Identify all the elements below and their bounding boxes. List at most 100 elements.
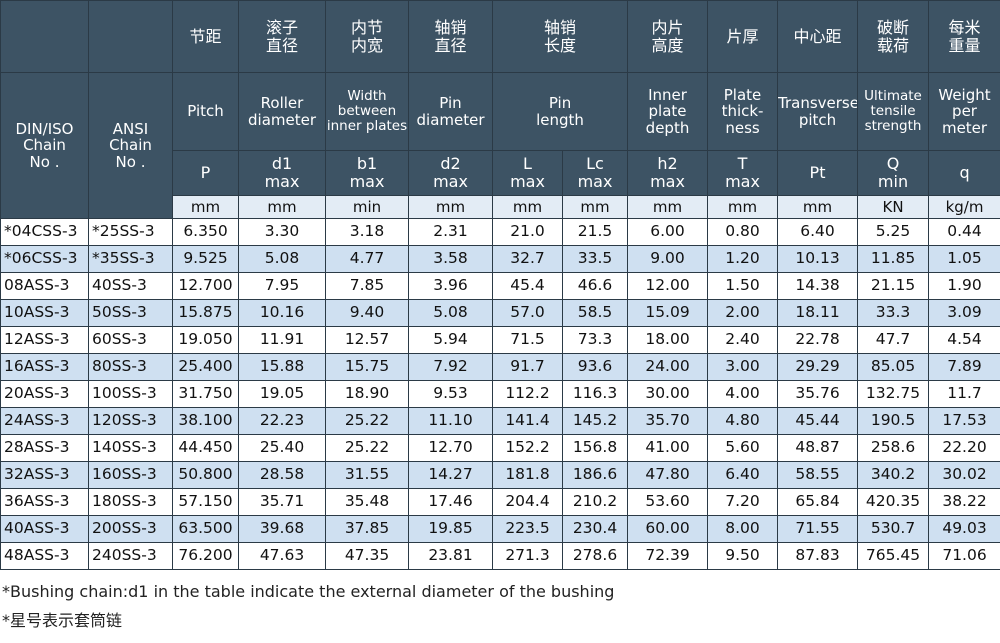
header-line: 直径: [265, 35, 298, 55]
data-cell: 10.16: [238, 299, 326, 327]
header-line: Weight: [938, 85, 991, 104]
data-cell: *04CSS-3: [0, 218, 89, 246]
data-row: 16ASS-3 80SS-3 25.400 15.88 15.75 7.92 91.7 93.…: [0, 353, 1000, 381]
data-cell: 57.150: [172, 488, 239, 516]
data-cell: 87.83: [777, 542, 859, 570]
header-line: thick-: [721, 102, 764, 121]
header-line: 中心距: [793, 26, 842, 46]
header-line: L: [523, 154, 532, 174]
data-cell: 93.6: [561, 353, 629, 381]
header-line: depth: [645, 118, 690, 137]
header-line: min: [877, 172, 909, 191]
blank-cell: [88, 0, 173, 73]
data-cell: 12.00: [627, 272, 709, 300]
unit-cell: kg/m: [928, 195, 1000, 219]
data-cell: 29.29: [777, 353, 859, 381]
data-row: *04CSS-3 *25SS-3 6.350 3.30 3.18 2.31 21.0 21.5…: [0, 218, 1000, 246]
data-cell: 21.0: [492, 218, 563, 246]
data-row: 40ASS-3 200SS-3 63.500 39.68 37.85 19.85 223.5…: [0, 515, 1000, 543]
data-cell: 14.27: [408, 461, 493, 489]
header-line: Transverse: [778, 94, 858, 112]
data-cell: 152.2: [492, 434, 563, 462]
header-line: 节距: [189, 26, 222, 46]
data-cell: 08ASS-3: [0, 272, 89, 300]
data-cell: 22.23: [238, 407, 326, 435]
header-cell: 节距: [172, 0, 239, 73]
header-line: P: [200, 163, 211, 183]
data-cell: 7.89: [928, 353, 1000, 381]
data-cell: 25.22: [325, 407, 409, 435]
data-cell: 15.75: [325, 353, 409, 381]
data-cell: 35.48: [325, 488, 409, 516]
data-cell: 18.11: [777, 299, 859, 327]
header-line: b1: [356, 154, 378, 174]
header-line: Chain: [109, 136, 152, 155]
header-cell: Roller diameter: [238, 72, 326, 151]
unit-cell: mm: [238, 195, 326, 219]
data-cell: 230.4: [561, 515, 629, 543]
header-line: 破断: [877, 17, 910, 37]
data-cell: 10ASS-3: [0, 299, 89, 327]
data-cell: 46.6: [561, 272, 629, 300]
data-cell: 160SS-3: [88, 461, 173, 489]
data-cell: 49.03: [928, 515, 1000, 543]
data-cell: 45.44: [777, 407, 859, 435]
header-line: 重量: [948, 35, 981, 55]
header-line: max: [510, 172, 545, 191]
header-line: 轴销: [544, 17, 577, 37]
header-line: max: [264, 172, 300, 191]
unit-row: mm mm min mm mm mm mm mm mm KN kg/m: [1, 195, 1000, 219]
data-cell: 3.18: [325, 218, 409, 246]
data-cell: 32ASS-3: [0, 461, 89, 489]
data-cell: 38.100: [172, 407, 239, 435]
header-line: inner plates: [326, 117, 408, 134]
data-cell: 11.85: [857, 245, 930, 273]
data-cell: 11.10: [408, 407, 493, 435]
header-cell: 滚子 直径: [238, 0, 326, 73]
header-line: meter: [941, 118, 988, 137]
data-cell: 1.90: [928, 272, 1000, 300]
data-cell: 40ASS-3: [0, 515, 89, 543]
data-cell: 145.2: [561, 407, 629, 435]
header-line: 高度: [651, 35, 684, 55]
data-cell: 30.00: [627, 380, 709, 408]
data-cell: 21.5: [561, 218, 629, 246]
header-cell: 轴销 直径: [408, 0, 493, 73]
header-line: 每米: [948, 17, 981, 37]
symbol-cell: b1 max: [325, 150, 409, 196]
data-cell: 28ASS-3: [0, 434, 89, 462]
header-line: Width: [347, 88, 387, 105]
data-cell: 112.2: [492, 380, 563, 408]
data-cell: 120SS-3: [88, 407, 173, 435]
header-line: DIN/ISO: [15, 119, 74, 138]
header-row: DIN/ISO Chain No . ANSI Chain No . Pitch Roller…: [0, 72, 1000, 219]
data-cell: 17.46: [408, 488, 493, 516]
data-cell: 65.84: [777, 488, 859, 516]
data-cell: 14.38: [777, 272, 859, 300]
data-cell: 7.92: [408, 353, 493, 381]
unit-cell: mm: [561, 195, 629, 219]
header-line: max: [349, 172, 385, 191]
data-cell: 57.0: [492, 299, 563, 327]
header-line: 滚子: [265, 17, 298, 37]
header-line: 载荷: [877, 35, 910, 55]
data-cell: 24ASS-3: [0, 407, 89, 435]
header-line: 轴销: [434, 17, 467, 37]
header-line: pitch: [798, 110, 837, 129]
data-row: 20ASS-3 100SS-3 31.750 19.05 18.90 9.53 112.2 1…: [0, 380, 1000, 408]
header-cell: 内节 内宽: [325, 0, 409, 73]
data-cell: 47.63: [238, 542, 326, 570]
data-cell: 3.96: [408, 272, 493, 300]
header-line: Chain: [23, 136, 66, 155]
data-cell: 28.58: [238, 461, 326, 489]
data-cell: 21.15: [857, 272, 930, 300]
data-cell: 132.75: [857, 380, 930, 408]
header-cell: Inner plate depth: [627, 72, 709, 151]
data-cell: 22.20: [928, 434, 1000, 462]
data-row: 24ASS-3 120SS-3 38.100 22.23 25.22 11.10 141.4…: [0, 407, 1000, 435]
data-cell: 18.00: [627, 326, 709, 354]
data-cell: 15.875: [172, 299, 239, 327]
